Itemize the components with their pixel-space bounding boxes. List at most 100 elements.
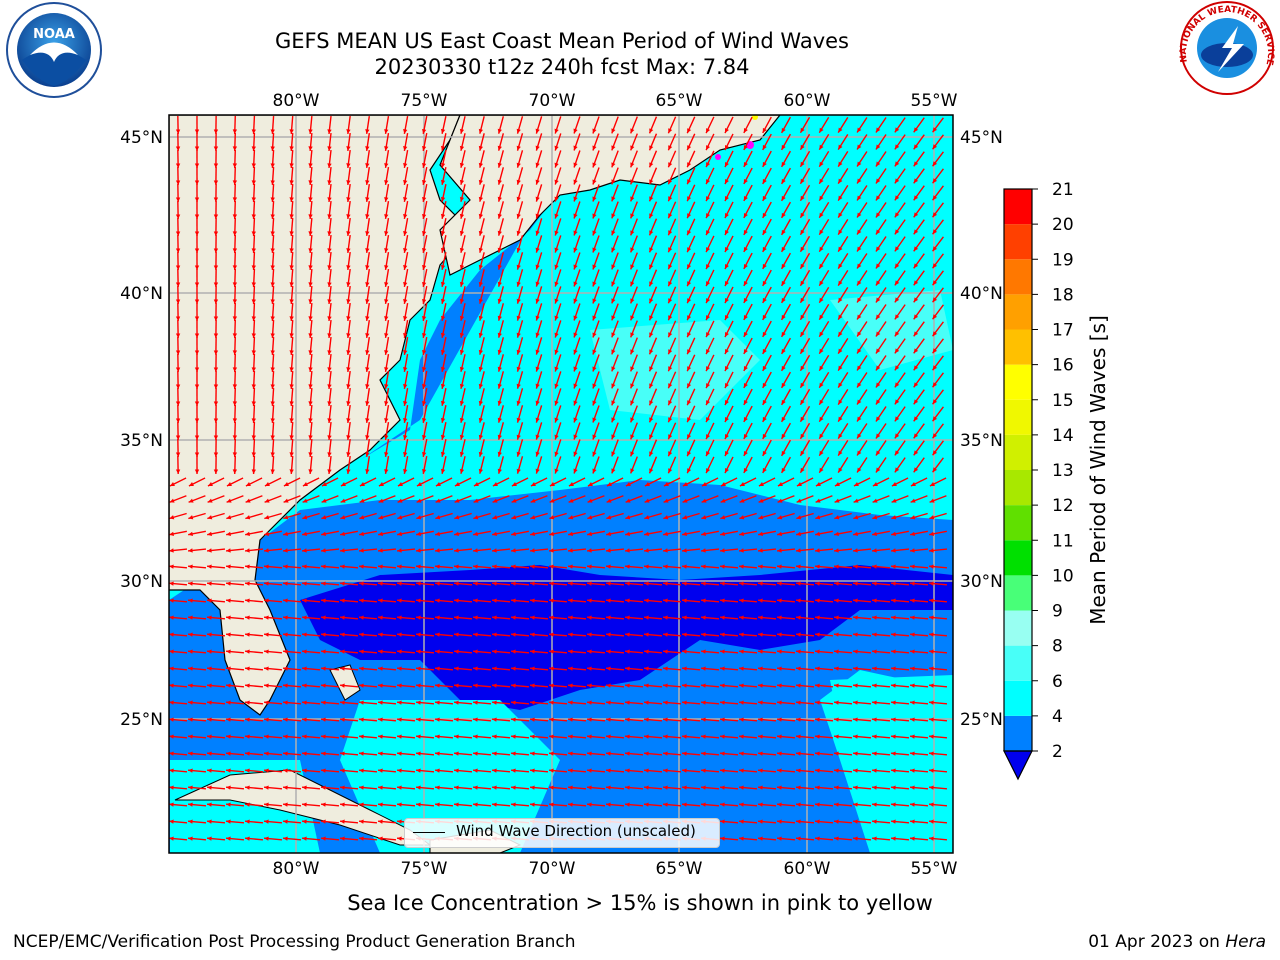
wave-direction-arrow [434, 785, 454, 790]
lon-label-bottom: 55°W [911, 859, 958, 879]
wave-direction-arrow [377, 734, 397, 739]
wave-direction-arrow [662, 802, 682, 807]
wave-direction-arrow [818, 252, 830, 270]
wave-direction-arrow [795, 751, 815, 756]
wave-direction-arrow [169, 751, 188, 756]
wave-direction-arrow [301, 548, 321, 553]
wave-direction-arrow [282, 649, 302, 654]
wave-direction-arrow [795, 598, 815, 603]
wave-direction-arrow [662, 768, 682, 773]
wave-direction-arrow [264, 495, 282, 503]
wave-direction-arrow [719, 564, 739, 569]
wave-direction-arrow [365, 285, 371, 305]
wave-direction-arrow [535, 286, 543, 304]
wave-direction-arrow [421, 354, 428, 372]
wave-direction-arrow [472, 649, 492, 654]
wave-direction-arrow [415, 581, 435, 586]
wave-direction-arrow [384, 184, 390, 202]
wave-direction-arrow [301, 649, 321, 654]
wave-direction-arrow [837, 134, 849, 150]
wave-direction-arrow [662, 548, 682, 553]
wave-direction-arrow [244, 666, 264, 671]
wave-direction-arrow [856, 457, 868, 473]
wave-direction-arrow [567, 632, 587, 637]
wave-direction-arrow [837, 355, 849, 371]
wave-direction-arrow [762, 116, 772, 134]
wave-direction-arrow [739, 477, 757, 487]
wave-direction-arrow [700, 649, 720, 654]
wave-direction-arrow [339, 649, 359, 654]
wave-direction-arrow [244, 548, 264, 553]
wave-direction-arrow [700, 785, 720, 790]
wave-direction-arrow [586, 564, 606, 569]
wave-direction-arrow [491, 632, 511, 637]
wave-direction-arrow [724, 218, 734, 236]
wave-direction-arrow [289, 251, 294, 271]
wave-direction-arrow [434, 751, 454, 756]
wave-direction-arrow [377, 564, 397, 569]
wave-direction-arrow [724, 422, 734, 440]
wave-direction-arrow [667, 303, 677, 321]
wave-direction-arrow [175, 115, 181, 135]
wave-direction-arrow [705, 320, 715, 338]
wave-direction-arrow [175, 285, 181, 305]
wave-direction-arrow [913, 338, 925, 354]
wave-direction-arrow [225, 819, 245, 824]
wave-direction-arrow [548, 581, 568, 586]
wave-direction-arrow [799, 405, 811, 423]
wave-direction-arrow [421, 116, 428, 134]
wave-direction-arrow [403, 320, 409, 338]
wave-direction-arrow [663, 495, 681, 503]
wave-direction-arrow [548, 785, 568, 790]
wave-direction-arrow [365, 387, 371, 407]
wave-direction-arrow [478, 422, 485, 440]
wave-direction-arrow [175, 421, 181, 441]
wave-direction-arrow [320, 734, 340, 739]
wave-direction-arrow [587, 512, 605, 520]
axis-labels: 80°W80°W75°W75°W70°W70°W65°W65°W60°W60°W… [120, 91, 1003, 879]
wave-direction-arrow [743, 201, 753, 219]
wave-direction-arrow [780, 269, 792, 287]
wave-direction-arrow [852, 819, 872, 824]
wave-direction-arrow [384, 405, 390, 423]
wave-direction-arrow [681, 666, 701, 671]
wave-direction-arrow [681, 785, 701, 790]
wave-direction-arrow [459, 201, 466, 219]
wave-direction-arrow [251, 166, 256, 186]
wave-direction-arrow [497, 218, 505, 236]
wave-direction-arrow [667, 388, 677, 406]
wave-direction-arrow [875, 338, 887, 354]
wave-direction-arrow [890, 819, 910, 824]
wave-direction-arrow [833, 717, 853, 722]
wave-direction-arrow [587, 530, 605, 537]
wave-direction-arrow [743, 167, 753, 185]
wave-direction-arrow [510, 802, 530, 807]
colorbar-segment [1004, 399, 1032, 435]
wave-direction-arrow [611, 456, 619, 474]
wave-direction-arrow [251, 132, 256, 152]
wave-direction-arrow [799, 286, 811, 304]
wave-direction-arrow [875, 457, 887, 473]
wave-direction-arrow [529, 632, 549, 637]
colorbar-segment [1004, 505, 1032, 541]
wave-direction-arrow [875, 372, 887, 388]
wave-direction-arrow [308, 387, 313, 407]
wave-direction-arrow [346, 319, 351, 339]
wave-direction-arrow [365, 438, 371, 458]
wave-direction-arrow [795, 734, 815, 739]
wave-direction-arrow [780, 439, 792, 457]
wave-direction-arrow [780, 184, 792, 202]
wave-direction-arrow [169, 785, 188, 790]
wave-direction-arrow [378, 477, 396, 487]
wave-direction-arrow [453, 717, 473, 722]
wave-direction-arrow [440, 252, 447, 270]
wave-direction-arrow [421, 133, 428, 151]
wave-direction-arrow [421, 286, 428, 304]
wave-direction-arrow [327, 302, 332, 322]
wave-direction-arrow [377, 615, 397, 620]
wave-direction-arrow [890, 802, 910, 807]
wave-direction-arrow [724, 371, 734, 389]
wave-direction-arrow [928, 649, 948, 654]
wave-direction-arrow [743, 456, 753, 474]
wave-direction-arrow [415, 564, 435, 569]
